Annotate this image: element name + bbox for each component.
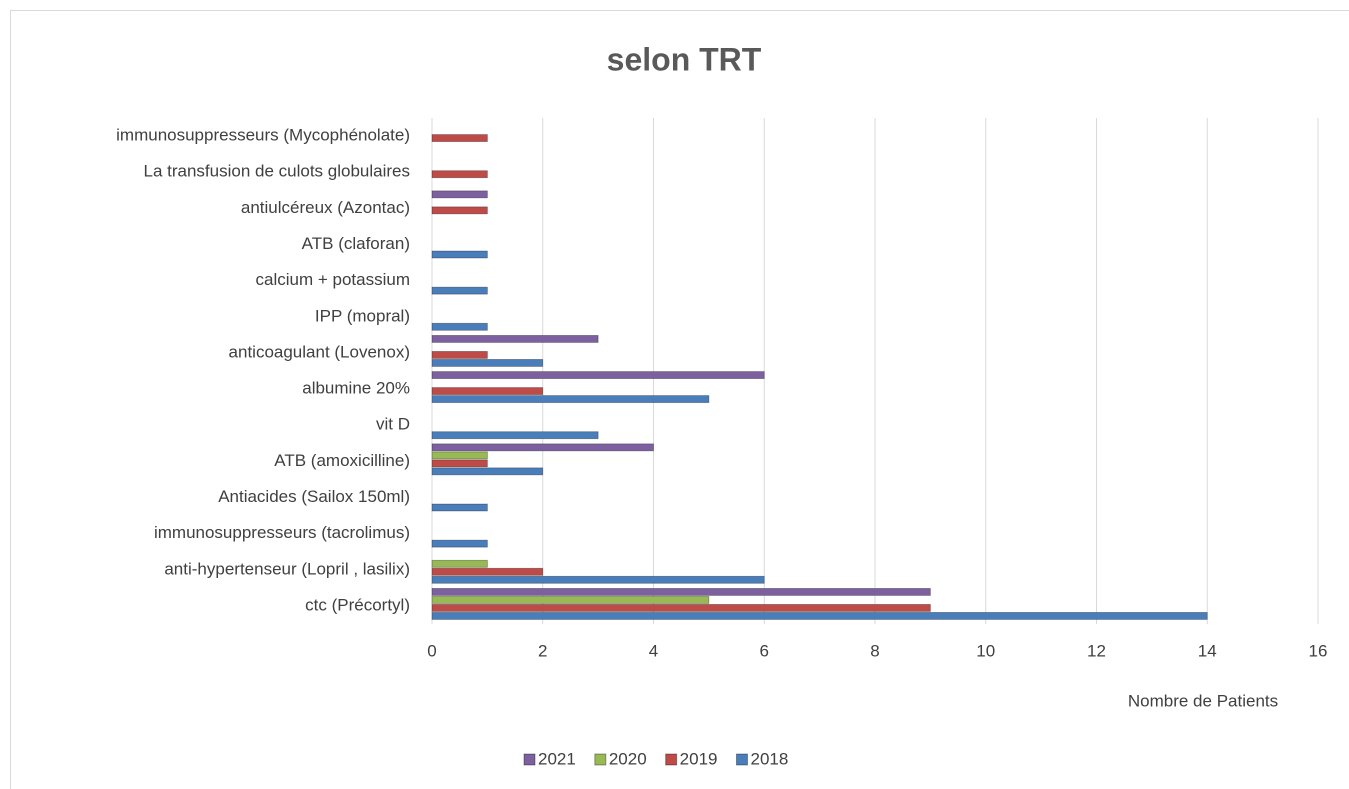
y-tick-label: immunosuppresseurs (Mycophénolate) — [116, 126, 410, 145]
bar — [431, 443, 654, 452]
bar — [431, 286, 488, 295]
y-tick-label: ATB (claforan) — [302, 234, 410, 253]
x-tick-label: 0 — [427, 641, 436, 660]
y-tick-label: ATB (amoxicilline) — [274, 451, 410, 470]
bar — [431, 351, 488, 359]
bar — [431, 206, 488, 215]
x-tick-label: 16 — [1309, 641, 1328, 660]
legend-label: 2018 — [750, 749, 788, 768]
y-tick-label: antiulcéreux (Azontac) — [241, 198, 410, 217]
bar — [431, 371, 765, 379]
bar — [431, 335, 599, 343]
y-tick-label: immunosuppresseurs (tacrolimus) — [154, 523, 410, 542]
bar — [431, 250, 488, 259]
legend-swatch — [735, 753, 748, 766]
bar — [431, 134, 488, 142]
bar — [431, 451, 488, 460]
y-tick-label: ctc (Précortyl) — [305, 595, 410, 614]
bar — [431, 459, 488, 468]
legend-swatch — [594, 753, 607, 766]
bar — [431, 567, 544, 576]
y-tick-label: albumine 20% — [302, 379, 410, 398]
bar — [431, 596, 710, 604]
bar — [431, 431, 599, 440]
y-tick-label: calcium + potassium — [256, 270, 410, 289]
chart-border — [10, 10, 1349, 789]
x-tick-label: 2 — [538, 641, 547, 660]
y-tick-label: Antiacides (Sailox 150ml) — [218, 487, 410, 506]
bar — [431, 322, 488, 331]
legend-label: 2021 — [538, 749, 576, 768]
bar — [431, 604, 931, 612]
x-tick-label: 14 — [1198, 641, 1217, 660]
legend-label: 2019 — [680, 749, 718, 768]
x-tick-label: 12 — [1087, 641, 1106, 660]
chart-title: selon TRT — [607, 41, 762, 77]
bar — [431, 575, 765, 584]
bar — [431, 588, 931, 596]
bar — [431, 170, 488, 179]
x-tick-label: 4 — [649, 641, 658, 660]
bar — [431, 539, 488, 548]
bar — [431, 190, 488, 199]
y-tick-label: vit D — [376, 415, 410, 434]
x-tick-label: 6 — [760, 641, 769, 660]
y-tick-label: IPP (mopral) — [315, 306, 410, 325]
x-tick-label: 10 — [976, 641, 995, 660]
legend-label: 2020 — [609, 749, 647, 768]
legend-swatch — [665, 753, 678, 766]
legend-swatch — [523, 753, 536, 766]
bar — [431, 612, 1208, 620]
y-tick-label: La transfusion de culots globulaires — [144, 162, 411, 181]
bar — [431, 559, 488, 568]
x-axis-label: Nombre de Patients — [1128, 691, 1278, 710]
bar — [431, 359, 544, 367]
bar — [431, 503, 488, 512]
bar — [431, 467, 544, 476]
bar — [431, 395, 710, 403]
y-tick-label: anti-hypertenseur (Lopril , lasilix) — [164, 559, 410, 578]
x-tick-label: 8 — [870, 641, 879, 660]
y-tick-label: anticoagulant (Lovenox) — [229, 342, 410, 361]
bar — [431, 387, 544, 395]
